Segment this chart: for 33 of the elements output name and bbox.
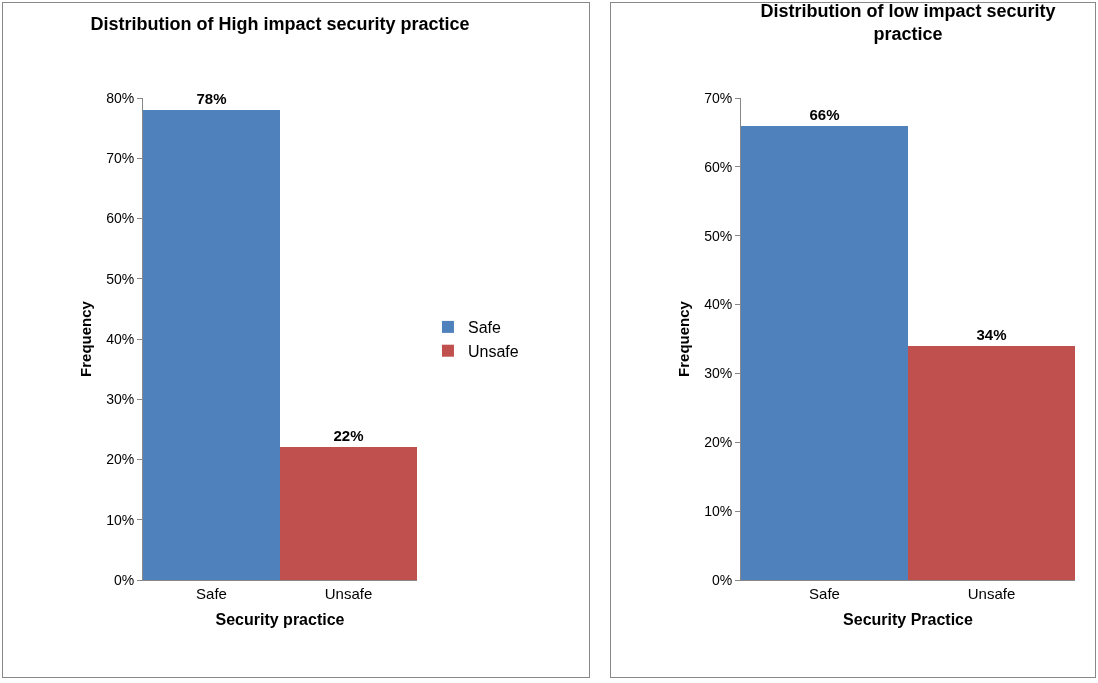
y-tick-label: 10% <box>704 503 733 520</box>
y-axis-title: Frequency <box>675 300 693 377</box>
y-tick-label: 80% <box>106 89 135 106</box>
data-label: 34% <box>976 325 1007 343</box>
y-tick-label: 50% <box>106 270 135 287</box>
x-tick-label: Unsafe <box>967 585 1016 602</box>
y-tick-label: 20% <box>704 434 733 451</box>
chart-title: Distribution of High impact security practice <box>90 13 470 34</box>
data-label: 66% <box>809 105 840 123</box>
data-label: 22% <box>333 427 364 445</box>
y-tick-label: 40% <box>106 330 135 347</box>
y-tick-label: 60% <box>704 158 733 175</box>
y-tick-label: 30% <box>106 391 135 408</box>
chart-title: Distribution of low impact security practice <box>760 1 1056 45</box>
y-tick-label: 10% <box>106 511 135 528</box>
x-tick-label: Safe <box>809 585 840 602</box>
x-axis-title: Security practice <box>215 610 345 628</box>
legend-label: Safe <box>467 319 501 337</box>
data-label: 78% <box>196 90 227 108</box>
y-tick-label: 70% <box>106 150 135 167</box>
y-tick-label: 60% <box>106 210 135 227</box>
y-tick-label: 40% <box>704 296 733 313</box>
y-tick-label: 20% <box>106 451 135 468</box>
y-tick-label: 50% <box>704 227 733 244</box>
legend-label: Unsafe <box>467 342 519 360</box>
x-tick-label: Unsafe <box>324 585 373 602</box>
y-tick-label: 0% <box>113 571 135 588</box>
x-tick-label: Safe <box>196 585 227 602</box>
y-tick-label: 30% <box>704 365 733 382</box>
y-tick-label: 70% <box>704 89 733 106</box>
y-axis-title: Frequency <box>77 300 95 377</box>
x-axis-title: Security Practice <box>843 610 974 628</box>
y-tick-label: 0% <box>711 571 733 588</box>
